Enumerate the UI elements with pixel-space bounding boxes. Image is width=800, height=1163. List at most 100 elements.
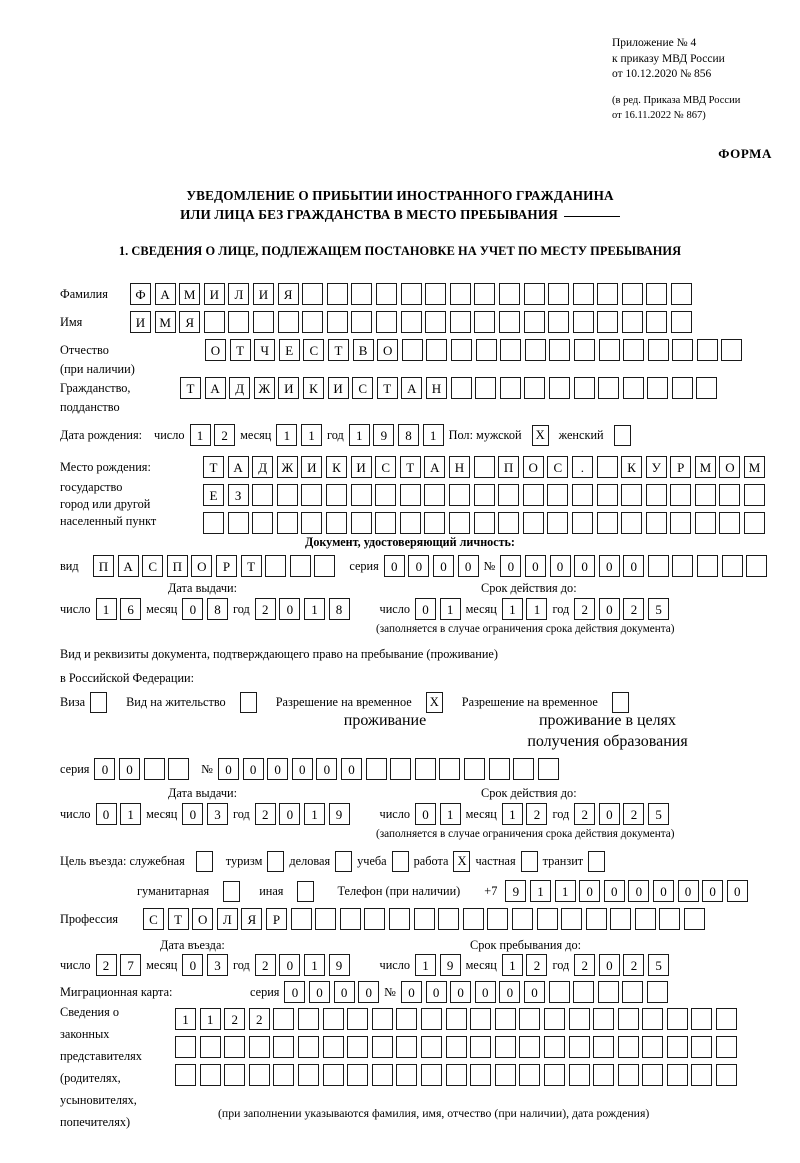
char-cell[interactable]: Т (376, 377, 398, 399)
char-cell[interactable]: 0 (95, 803, 117, 825)
char-cell[interactable]: А (154, 283, 176, 305)
char-cell[interactable] (371, 1008, 393, 1030)
char-cell[interactable]: О (719, 456, 741, 478)
char-cell[interactable]: 0 (415, 598, 437, 620)
char-cell[interactable]: 0 (94, 758, 116, 780)
char-cell[interactable] (302, 283, 324, 305)
char-cell[interactable]: А (424, 456, 446, 478)
char-cell[interactable]: 0 (340, 758, 362, 780)
char-cell[interactable] (671, 311, 693, 333)
char-cell[interactable] (375, 512, 397, 534)
char-cell[interactable]: 0 (677, 880, 699, 902)
char-cell[interactable]: 2 (224, 1008, 246, 1030)
char-cell[interactable] (449, 311, 471, 333)
char-cell[interactable] (420, 1036, 442, 1058)
char-cell[interactable]: Т (203, 456, 224, 478)
char-cell[interactable] (413, 908, 435, 930)
char-cell[interactable] (371, 1036, 393, 1058)
char-cell[interactable]: 0 (500, 555, 522, 577)
char-cell[interactable] (642, 1064, 664, 1086)
char-cell[interactable] (598, 339, 620, 361)
char-cell[interactable]: О (205, 339, 226, 361)
char-cell[interactable] (396, 1008, 418, 1030)
char-cell[interactable] (252, 512, 274, 534)
char-cell[interactable] (519, 1008, 541, 1030)
char-cell[interactable]: С (143, 908, 164, 930)
char-cell[interactable] (511, 908, 533, 930)
char-cell[interactable] (691, 1064, 713, 1086)
char-cell[interactable] (642, 1036, 664, 1058)
char-cell[interactable] (647, 555, 669, 577)
char-cell[interactable]: 2 (574, 598, 596, 620)
char-cell[interactable] (719, 484, 741, 506)
char-cell[interactable] (347, 1064, 369, 1086)
char-cell[interactable]: И (203, 283, 225, 305)
char-cell[interactable] (252, 484, 274, 506)
char-cell[interactable]: 2 (623, 954, 645, 976)
char-cell[interactable]: И (301, 456, 323, 478)
char-cell[interactable] (473, 484, 495, 506)
char-cell[interactable]: 1 (439, 598, 461, 620)
char-cell[interactable] (672, 555, 694, 577)
char-cell[interactable]: 1 (348, 424, 370, 446)
char-cell[interactable]: З (227, 484, 249, 506)
char-cell[interactable]: 0 (574, 555, 596, 577)
char-cell[interactable]: 7 (120, 954, 142, 976)
char-cell[interactable] (276, 484, 298, 506)
char-cell[interactable]: 1 (501, 803, 523, 825)
char-cell[interactable] (623, 339, 645, 361)
char-cell[interactable] (375, 311, 397, 333)
char-cell[interactable] (498, 484, 520, 506)
char-cell[interactable] (445, 1064, 467, 1086)
char-cell[interactable]: А (227, 456, 249, 478)
char-cell[interactable] (301, 484, 323, 506)
char-cell[interactable] (697, 555, 719, 577)
legal-rep-cells-2[interactable] (175, 1036, 738, 1058)
char-cell[interactable] (438, 908, 460, 930)
char-cell[interactable] (365, 758, 387, 780)
char-cell[interactable]: 0 (450, 981, 472, 1003)
char-cell[interactable]: 0 (279, 803, 301, 825)
char-cell[interactable] (228, 311, 250, 333)
char-cell[interactable]: 1 (199, 1008, 221, 1030)
char-cell[interactable] (347, 1036, 369, 1058)
char-cell[interactable] (647, 339, 669, 361)
char-cell[interactable] (593, 1008, 615, 1030)
char-cell[interactable] (289, 555, 311, 577)
char-cell[interactable] (596, 456, 618, 478)
char-cell[interactable]: 0 (217, 758, 239, 780)
char-cell[interactable]: О (191, 555, 213, 577)
char-cell[interactable]: М (154, 311, 176, 333)
char-cell[interactable]: 1 (554, 880, 576, 902)
purpose-tourism-checkbox[interactable] (267, 851, 285, 872)
char-cell[interactable] (474, 311, 496, 333)
char-cell[interactable] (573, 339, 595, 361)
char-cell[interactable] (716, 1036, 738, 1058)
char-cell[interactable]: 1 (300, 424, 322, 446)
char-cell[interactable] (494, 1036, 516, 1058)
char-cell[interactable]: 1 (501, 954, 523, 976)
char-cell[interactable]: Р (215, 555, 237, 577)
char-cell[interactable]: И (278, 377, 300, 399)
char-cell[interactable]: 0 (284, 981, 306, 1003)
char-cell[interactable] (621, 283, 643, 305)
char-cell[interactable]: 2 (526, 803, 548, 825)
char-cell[interactable] (645, 512, 667, 534)
char-cell[interactable] (301, 512, 323, 534)
char-cell[interactable] (622, 981, 644, 1003)
char-cell[interactable] (543, 1064, 565, 1086)
char-cell[interactable]: Ф (130, 283, 151, 305)
char-cell[interactable]: 1 (189, 424, 211, 446)
char-cell[interactable] (203, 512, 224, 534)
char-cell[interactable]: 2 (254, 954, 276, 976)
char-cell[interactable]: 8 (328, 598, 350, 620)
char-cell[interactable]: 0 (425, 981, 447, 1003)
